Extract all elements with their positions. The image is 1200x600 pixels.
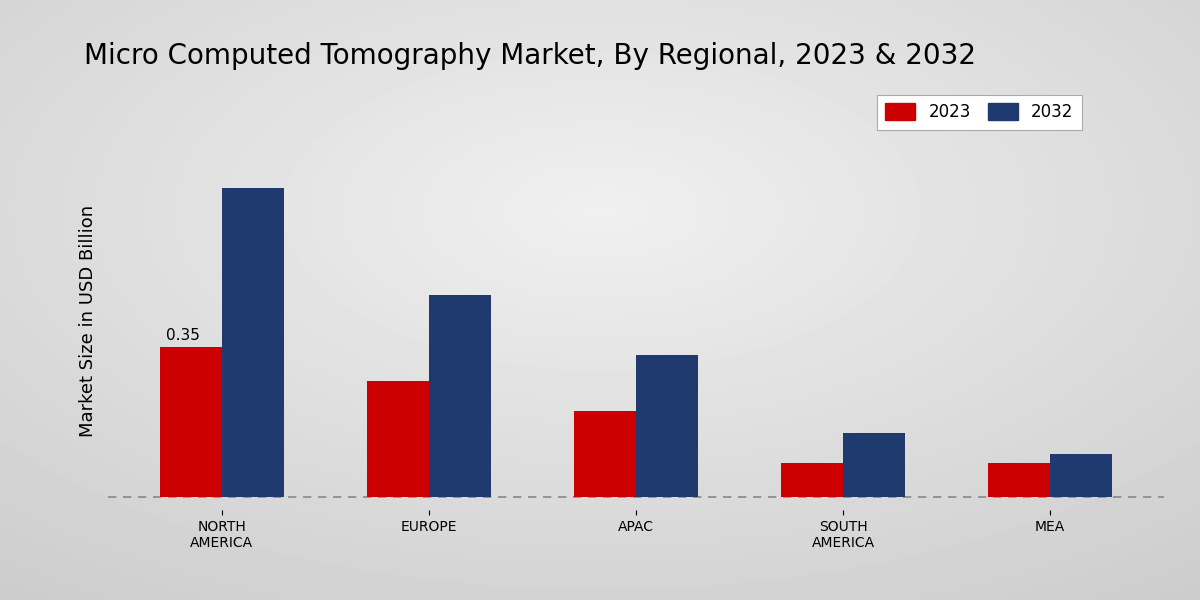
Text: 0.35: 0.35 [166,328,200,343]
Bar [781,463,844,497]
Bar [367,381,428,497]
Legend: 2023, 2032: 2023, 2032 [877,95,1081,130]
Y-axis label: Market Size in USD Billion: Market Size in USD Billion [79,205,97,437]
Bar [988,463,1050,497]
Bar [160,347,222,497]
Text: Micro Computed Tomography Market, By Regional, 2023 & 2032: Micro Computed Tomography Market, By Reg… [84,42,976,70]
Bar [1050,454,1112,497]
Bar [844,433,905,497]
Bar [636,355,698,497]
Bar [222,188,284,497]
Bar [574,411,636,497]
Bar [428,295,491,497]
